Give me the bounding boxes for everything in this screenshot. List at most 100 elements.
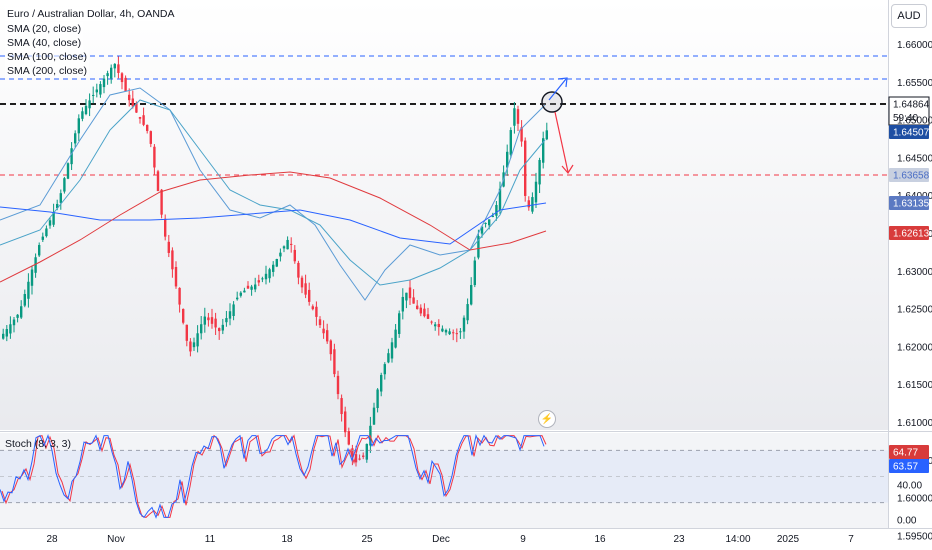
sma100-line [0, 202, 547, 245]
price-tick-label: 1.61500 [897, 380, 932, 391]
candle-body [419, 307, 422, 314]
candle-body [495, 205, 498, 216]
candle-body [218, 328, 221, 332]
candle-body [246, 285, 250, 289]
candle-body [297, 262, 300, 278]
candle-body [480, 226, 484, 234]
price-tick-label: 1.59500 [897, 531, 932, 542]
candle-body [358, 458, 361, 460]
time-label: 16 [594, 534, 606, 545]
candle-body [484, 222, 487, 224]
tag-level [889, 168, 929, 182]
stoch-title[interactable]: Stoch (8, 3, 3) [5, 438, 71, 450]
candle-body [153, 146, 156, 168]
candle-body [340, 398, 343, 415]
tag-current-price [889, 97, 929, 111]
candle-body [70, 148, 73, 165]
candle-body [336, 375, 340, 395]
lightning-icon[interactable]: ⚡ [538, 410, 556, 428]
candle-body [354, 454, 358, 463]
candle-body [167, 241, 170, 253]
candle-body [333, 349, 336, 375]
candle-body [110, 67, 113, 79]
candle-body [192, 342, 196, 348]
candle-body [426, 314, 430, 319]
time-label: Nov [107, 534, 125, 545]
symbol-title[interactable]: Euro / Australian Dollar, 4h, OANDA [5, 7, 177, 21]
candle-body [189, 341, 192, 352]
candle-body [84, 105, 88, 115]
currency-button[interactable]: AUD [891, 4, 927, 28]
time-label: 25 [361, 534, 373, 545]
candle-body [77, 118, 80, 134]
candle-body [228, 311, 232, 319]
price-tick-label: 1.63000 [897, 267, 932, 278]
candle-body [423, 308, 426, 317]
tag-current-price-text: 1.64864 [893, 100, 930, 111]
candle-body [311, 306, 314, 310]
candle-body [41, 236, 44, 240]
candle-body [412, 297, 415, 304]
candle-body [182, 308, 185, 323]
candle-body [174, 266, 178, 287]
indicator-sma100[interactable]: SMA (100, close) [5, 50, 89, 64]
candle-body [498, 188, 502, 211]
candle-body [196, 333, 199, 347]
candle-body [56, 203, 59, 209]
candle-body [171, 250, 174, 270]
candle-body [372, 407, 376, 425]
candle-body [236, 297, 239, 300]
candle-body [207, 317, 210, 321]
candle-body [221, 324, 224, 331]
candle-body [466, 304, 469, 321]
candle-body [326, 330, 329, 342]
candle-body [9, 324, 12, 334]
candle-body [527, 200, 530, 208]
candle-body [394, 329, 397, 348]
candle-body [279, 252, 282, 257]
time-label: 23 [673, 534, 685, 545]
candle-body [398, 313, 401, 334]
candle-body [12, 319, 16, 326]
candle-body [459, 331, 462, 333]
time-label: 7 [848, 534, 854, 545]
candle-body [254, 284, 257, 290]
price-tick-label: 1.60000 [897, 494, 932, 505]
main-pane-background [0, 0, 888, 430]
candle-body [210, 317, 214, 324]
candle-body [488, 219, 491, 226]
candle-body [239, 292, 242, 296]
tag-sma100 [889, 196, 929, 210]
time-label: 11 [205, 534, 216, 545]
candle-body [290, 243, 293, 245]
tag-stoch-d [889, 459, 929, 473]
candle-body [128, 94, 131, 101]
indicator-sma20[interactable]: SMA (20, close) [5, 22, 84, 36]
candle-body [362, 455, 365, 457]
candle-body [304, 283, 307, 295]
candle-body [59, 193, 62, 203]
candle-body [138, 117, 142, 119]
candle-body [365, 443, 368, 460]
candle-body [462, 317, 466, 332]
candle-body [383, 364, 386, 375]
candle-body [135, 102, 138, 113]
candle-body [5, 329, 8, 337]
candle-body [516, 109, 520, 124]
indicator-sma200[interactable]: SMA (200, close) [5, 64, 89, 78]
candle-body [120, 73, 124, 83]
candle-body [2, 333, 5, 339]
candle-body [203, 316, 206, 325]
candle-body [477, 236, 480, 258]
tag-stoch-d-text: 63.57 [893, 462, 918, 473]
candle-body [74, 133, 77, 144]
indicator-sma40[interactable]: SMA (40, close) [5, 36, 84, 50]
arrow-up-right-icon [548, 78, 567, 101]
candle-body [545, 130, 548, 140]
candle-body [455, 333, 458, 335]
tag-stoch-k-text: 64.77 [893, 448, 918, 459]
candle-body [272, 264, 275, 272]
candle-body [113, 63, 116, 69]
